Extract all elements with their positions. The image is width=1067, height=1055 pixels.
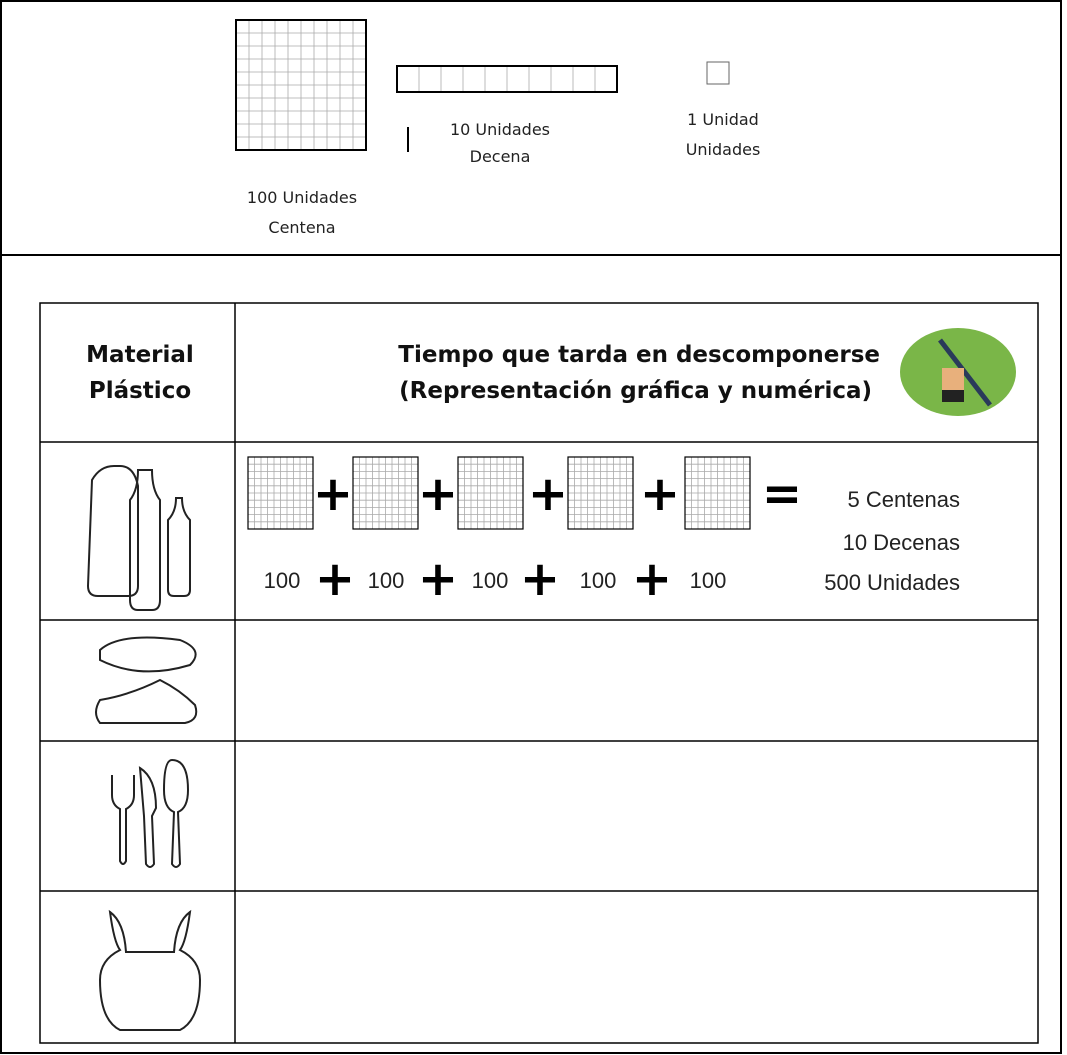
cutlery-picture: [111, 758, 190, 868]
operator: +: [315, 551, 355, 607]
block-border: [352, 456, 419, 530]
label: 10 Unidades: [450, 120, 550, 139]
header: (Representación gráfica y numérica): [399, 378, 872, 404]
label: Unidades: [686, 140, 761, 159]
block-border: [567, 456, 634, 530]
result: 500 Unidades: [824, 570, 960, 595]
operator: +: [418, 551, 458, 607]
ten-block: [396, 65, 618, 93]
term: 100: [472, 568, 509, 593]
header: Material: [86, 342, 194, 368]
bag-picture: [98, 909, 202, 1031]
bottles-picture: [86, 465, 191, 611]
header: Plástico: [89, 378, 191, 404]
table: [39, 302, 1039, 1044]
block-border: [247, 456, 314, 530]
example-blocks: [247, 456, 751, 530]
operator: +: [313, 466, 353, 522]
term: 100: [690, 568, 727, 593]
unit-block: [706, 61, 730, 85]
pencil-icon: [900, 328, 1016, 416]
header: Tiempo que tarda en descomponerse: [398, 342, 880, 368]
block-border: [684, 456, 751, 530]
term: 100: [264, 568, 301, 593]
operator: +: [418, 466, 458, 522]
label: Centena: [268, 218, 335, 237]
operator: +: [520, 551, 560, 607]
label: Decena: [470, 147, 531, 166]
result: 10 Decenas: [843, 530, 960, 555]
label: 1 Unidad: [687, 110, 759, 129]
block-border: [457, 456, 524, 530]
hundred-block: [235, 19, 367, 151]
operator: +: [640, 466, 680, 522]
term: 100: [580, 568, 617, 593]
operator: +: [632, 551, 672, 607]
result: 5 Centenas: [847, 487, 960, 512]
operator: +: [528, 466, 568, 522]
block-border: [235, 19, 367, 151]
label: 100 Unidades: [247, 188, 357, 207]
operator: =: [762, 466, 802, 522]
block-border: [396, 65, 618, 93]
term: 100: [368, 568, 405, 593]
shoe-picture: [95, 636, 198, 724]
